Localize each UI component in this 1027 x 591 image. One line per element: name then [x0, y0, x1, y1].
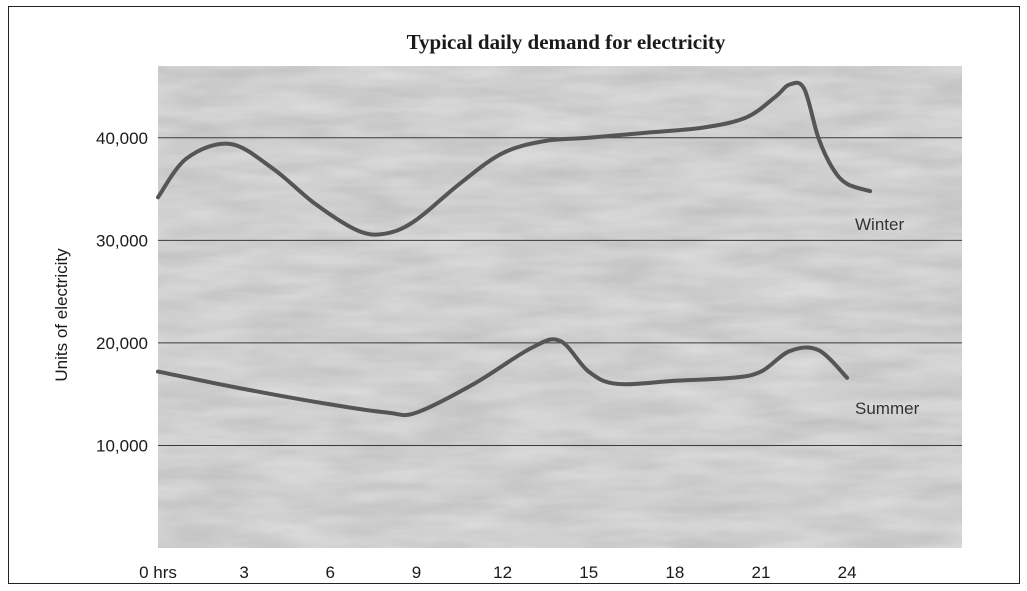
y-tick-label: 30,000 — [96, 231, 148, 250]
x-tick-label: 3 — [239, 563, 248, 582]
y-tick-label: 20,000 — [96, 334, 148, 353]
chart-title: Typical daily demand for electricity — [407, 30, 726, 54]
x-tick-label: 24 — [838, 563, 857, 582]
y-tick-label: 10,000 — [96, 436, 148, 455]
y-tick-label: 40,000 — [96, 129, 148, 148]
x-tick-label: 6 — [326, 563, 335, 582]
x-tick-label: 0 hrs — [139, 563, 177, 582]
x-tick-labels: 0 hrs 3 6 9 12 15 18 21 24 — [139, 563, 857, 582]
summer-series-line — [156, 337, 850, 418]
x-tick-label: 12 — [493, 563, 512, 582]
y-tick-labels: 10,000 20,000 30,000 40,000 — [96, 129, 148, 456]
chart-frame — [8, 6, 1020, 584]
winter-series-line — [156, 80, 873, 237]
summer-series-label: Summer — [855, 399, 920, 418]
plot-area — [158, 66, 962, 548]
x-tick-label: 21 — [752, 563, 771, 582]
winter-series-label: Winter — [855, 215, 904, 234]
x-tick-label: 15 — [579, 563, 598, 582]
series-labels: Winter Summer — [855, 215, 920, 418]
x-tick-label: 18 — [665, 563, 684, 582]
x-tick-label: 9 — [412, 563, 421, 582]
series-layer — [156, 80, 873, 418]
y-axis-label: Units of electricity — [52, 248, 71, 382]
